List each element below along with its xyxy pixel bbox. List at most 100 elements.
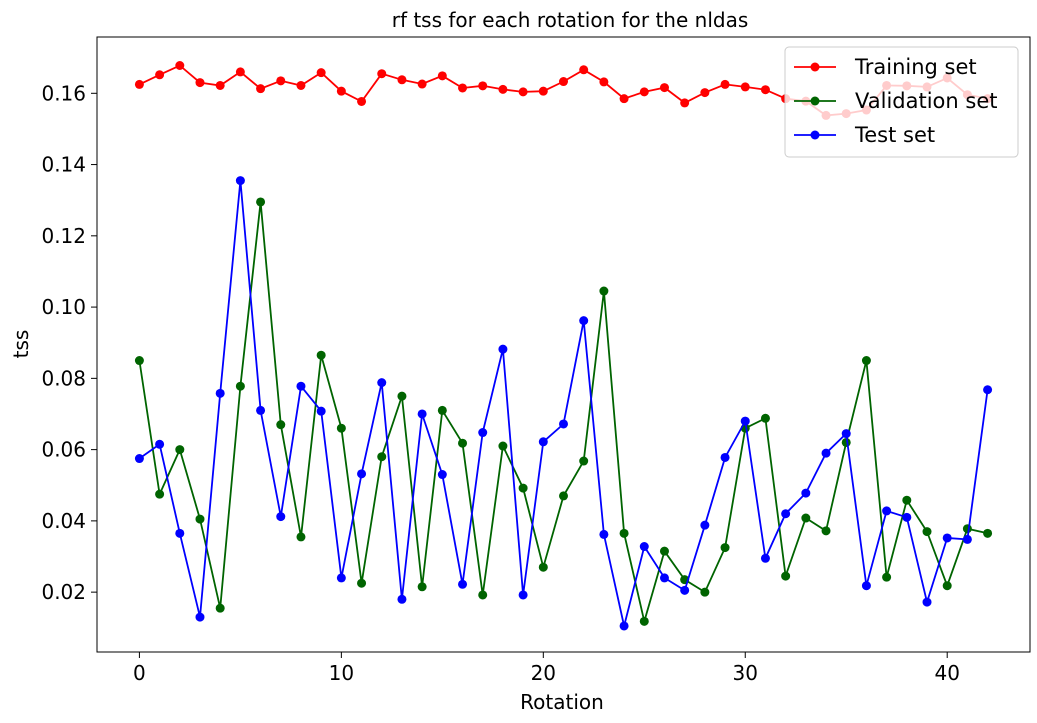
data-point-training-set: [680, 98, 690, 108]
legend-entry: Test set: [794, 123, 935, 147]
data-point-test-set: [256, 405, 266, 415]
data-point-training-set: [579, 65, 589, 75]
data-point-validation-set: [155, 489, 165, 499]
data-point-validation-set: [801, 513, 811, 523]
data-point-training-set: [336, 86, 346, 96]
data-point-test-set: [296, 381, 306, 391]
data-point-validation-set: [538, 562, 548, 572]
data-point-training-set: [397, 75, 407, 85]
data-point-test-set: [983, 385, 993, 395]
legend-entry: Training set: [794, 55, 977, 79]
data-point-test-set: [902, 512, 912, 522]
y-axis-label: tss: [9, 330, 33, 359]
data-point-training-set: [175, 61, 185, 71]
data-point-validation-set: [478, 590, 488, 600]
x-tick-label: 0: [133, 661, 146, 685]
data-point-test-set: [659, 573, 669, 583]
series-test-set: [134, 176, 993, 631]
plot-frame: [96, 36, 1031, 653]
data-point-test-set: [700, 520, 710, 530]
legend-box: [784, 46, 1019, 158]
data-point-validation-set: [659, 546, 669, 556]
data-point-training-set: [498, 84, 508, 94]
data-point-test-set: [781, 509, 791, 519]
data-point-training-set: [357, 96, 367, 106]
legend-marker: [810, 62, 820, 72]
data-point-validation-set: [700, 587, 710, 597]
y-tick-label: 0.08: [41, 366, 86, 390]
data-point-test-set: [134, 454, 144, 464]
data-point-training-set: [276, 76, 286, 86]
data-point-training-set: [518, 87, 528, 97]
data-point-training-set: [256, 84, 266, 94]
data-point-validation-set: [377, 452, 387, 462]
data-point-validation-set: [195, 514, 205, 524]
y-tick-label: 0.14: [41, 153, 86, 177]
data-point-validation-set: [235, 381, 245, 391]
data-point-test-set: [841, 429, 851, 439]
data-point-validation-set: [458, 438, 468, 448]
data-point-validation-set: [316, 350, 326, 360]
data-point-validation-set: [599, 286, 609, 296]
data-point-test-set: [861, 581, 871, 591]
data-point-validation-set: [922, 527, 932, 537]
data-point-validation-set: [276, 420, 286, 430]
x-tick-label: 40: [934, 661, 959, 685]
x-tick-label: 10: [329, 661, 354, 685]
data-point-training-set: [155, 70, 165, 80]
data-point-validation-set: [417, 582, 427, 592]
data-point-training-set: [559, 77, 568, 87]
data-point-validation-set: [882, 572, 892, 582]
data-point-test-set: [680, 585, 690, 595]
data-point-validation-set: [357, 578, 367, 588]
data-point-validation-set: [639, 616, 649, 626]
data-point-test-set: [336, 573, 346, 583]
data-point-validation-set: [821, 526, 831, 536]
data-point-test-set: [579, 316, 589, 326]
data-point-test-set: [801, 488, 811, 498]
data-point-test-set: [599, 529, 609, 539]
data-point-test-set: [155, 439, 165, 449]
x-tick-label: 20: [531, 661, 556, 685]
data-point-test-set: [882, 506, 892, 516]
data-point-test-set: [417, 409, 427, 419]
legend-marker: [810, 130, 820, 140]
data-point-test-set: [962, 534, 972, 544]
legend-label: Test set: [854, 123, 935, 147]
data-point-training-set: [760, 85, 770, 95]
data-point-test-set: [639, 542, 649, 552]
data-point-test-set: [942, 533, 952, 543]
data-point-training-set: [720, 79, 730, 89]
data-point-validation-set: [579, 456, 589, 466]
data-point-training-set: [458, 83, 468, 93]
data-point-training-set: [478, 81, 488, 91]
data-point-validation-set: [559, 491, 568, 501]
data-point-test-set: [518, 590, 528, 600]
legend-label: Training set: [854, 55, 977, 79]
y-tick-label: 0.02: [41, 580, 86, 604]
data-point-training-set: [437, 71, 447, 81]
data-point-test-set: [458, 579, 468, 589]
data-point-validation-set: [861, 356, 871, 366]
data-point-validation-set: [397, 391, 407, 401]
data-point-test-set: [720, 452, 730, 462]
data-point-training-set: [134, 79, 144, 89]
data-point-training-set: [639, 87, 649, 97]
x-axis-label: Rotation: [520, 690, 604, 714]
data-point-validation-set: [336, 423, 346, 433]
series-layer: [134, 61, 993, 631]
y-tick-label: 0.06: [41, 438, 86, 462]
data-point-test-set: [740, 416, 750, 426]
data-point-training-set: [377, 69, 387, 79]
data-point-test-set: [821, 448, 831, 458]
data-point-training-set: [235, 67, 245, 77]
data-point-training-set: [599, 77, 609, 87]
data-point-training-set: [700, 88, 710, 98]
data-point-training-set: [417, 79, 427, 89]
data-point-test-set: [397, 594, 407, 604]
data-point-training-set: [659, 83, 669, 93]
data-point-validation-set: [720, 543, 730, 553]
data-point-test-set: [498, 344, 508, 354]
data-point-training-set: [538, 86, 548, 96]
